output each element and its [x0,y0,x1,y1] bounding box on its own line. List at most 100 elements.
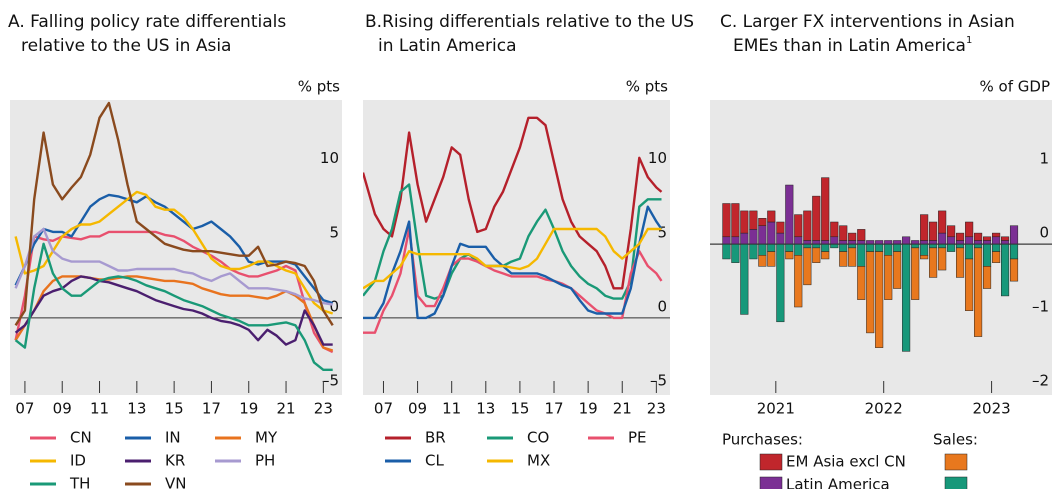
bar [839,240,848,245]
bar [785,184,794,245]
panel: A. Falling policy rate differentials rela… [8,12,342,489]
bar [956,247,965,278]
bar [938,243,947,249]
bar [929,247,938,278]
bar [911,240,920,245]
x-tick-label: 09 [408,400,427,418]
bar [821,243,830,252]
bar [902,236,911,245]
bar [857,229,866,241]
bar [974,232,983,241]
x-tick-label: 2021 [757,400,795,418]
x-tick-label: 17 [202,400,221,418]
bar [812,247,821,263]
bar [920,214,929,241]
bar [758,243,767,256]
x-tick-label: 23 [647,400,666,418]
bar [740,243,749,315]
legend-label: PE [628,429,647,447]
bar [857,266,866,300]
bar [965,236,974,245]
bar [749,229,758,245]
bar [812,243,821,249]
bar [758,225,767,245]
x-tick-label: 19 [579,400,598,418]
bar [839,225,848,241]
bar [947,236,956,245]
bar [875,240,884,245]
x-tick-label: 11 [442,400,461,418]
y-tick-label: 10 [320,149,339,167]
line-series [14,242,333,371]
bar [731,236,740,245]
x-tick-label: 15 [510,400,529,418]
line-series [14,101,334,326]
legend-swatch [759,476,783,489]
y-tick-label: 10 [648,149,667,167]
bar [722,243,731,260]
bar [982,236,992,241]
bar [938,232,947,245]
plot-background [363,100,670,395]
panel-title: relative to the US in Asia [21,36,231,56]
bar [731,243,740,263]
line-series [363,227,663,334]
bar [1001,243,1010,297]
bar [884,243,893,256]
bar [767,210,776,223]
line-series [14,275,333,346]
bar [740,232,749,245]
bar [982,243,992,267]
panel: B.Rising differentials relative to the U… [363,12,694,470]
bar [911,243,920,249]
y-tick-label: 0 [1039,224,1049,242]
bar [956,243,965,249]
bar [785,251,794,260]
bar [920,255,929,260]
bar [848,232,857,241]
x-tick-label: 07 [15,400,34,418]
x-tick-label: 07 [374,400,393,418]
bar [830,236,839,245]
bar [866,243,875,252]
bar [974,243,983,249]
panel-title: A. Falling policy rate differentials [8,12,286,32]
y-unit: % pts [626,78,668,96]
bar [821,177,830,241]
x-tick-label: 11 [90,400,109,418]
x-tick-label: 09 [53,400,72,418]
legend-label: Latin America [786,476,890,489]
bar [776,221,785,234]
line-series [14,193,334,305]
x-tick-label: 13 [476,400,495,418]
bar [794,236,803,245]
bar [884,255,893,300]
legend-label: CN [70,429,92,447]
bar [911,247,920,300]
legend-label: IN [165,429,181,447]
y-tick-label: –5 [322,372,339,390]
y-tick-label: 0 [657,297,667,315]
panel-title: in Latin America [378,36,516,56]
legend-label: CL [425,452,444,470]
panel: C. Larger FX interventions in Asian EMEs … [710,12,1052,489]
bar [992,243,1001,252]
legend-swatch [759,453,783,471]
y-tick-label: 0 [329,297,339,315]
bar [982,266,992,289]
bar [794,255,803,308]
bar [956,232,965,241]
bar [776,232,785,245]
bar [992,236,1001,245]
bar [803,247,812,286]
bar [947,225,956,238]
legend-label: MY [255,429,278,447]
legend-swatch [944,453,968,471]
bar [821,251,830,260]
legend-label: ID [70,452,86,470]
bar [1009,225,1019,245]
bar [1009,243,1019,260]
bar [920,243,929,256]
bar [929,221,938,241]
